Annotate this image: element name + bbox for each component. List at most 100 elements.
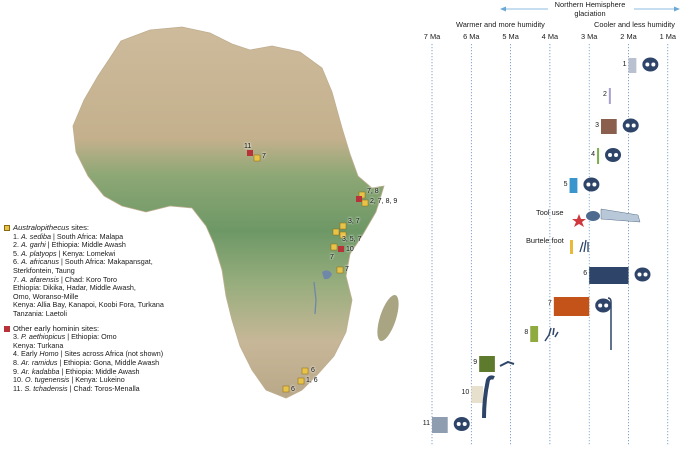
skull-icon — [622, 118, 639, 133]
glaciation-label: Northern Hemisphere glaciation — [554, 0, 626, 18]
tick-label: 3 Ma — [580, 32, 598, 41]
map-label-kenya-10: 10 — [346, 246, 354, 253]
other-item: Kenya: Turkana — [13, 340, 64, 350]
aus-item: Ethiopia: Dikika, Hadar, Middle Awash, — [13, 283, 136, 293]
tick-label: 7 Ma — [423, 32, 441, 41]
aus-item: Omo, Woranso-Mille — [13, 291, 79, 301]
skull-eye-icon — [614, 153, 619, 157]
map-label-sa-16: 1, 6 — [306, 377, 318, 384]
lake-victoria — [322, 270, 332, 280]
other-item: 9. Ar. kadabba | Ethiopia: Middle Awash — [13, 366, 140, 376]
site-markers — [247, 150, 369, 393]
bar-label-8: 8 — [524, 329, 528, 336]
skull-eye-icon — [608, 153, 613, 157]
bar-10 — [471, 386, 484, 403]
bar-2 — [608, 88, 611, 104]
right-arrowhead — [674, 6, 680, 12]
bar-label-3: 3 — [595, 122, 599, 129]
skull-icon — [583, 177, 600, 192]
bar-9 — [479, 356, 495, 372]
other-item: 3. P. aethiopicus | Ethiopia: Omo — [13, 332, 117, 342]
map-label-sa-6: 6 — [311, 367, 315, 374]
bar-label-7: 7 — [548, 300, 552, 307]
legend: Australopithecus sites: 1. A. sediba | S… — [4, 223, 236, 393]
other-item: 4. Early Homo | Sites across Africa (not… — [13, 349, 164, 359]
site-marker-kenya-c — [339, 231, 347, 239]
warmer-label: Warmer and more humidity — [456, 20, 545, 29]
other-item: 8. Ar. ramidus | Ethiopia: Gona, Middle … — [13, 357, 160, 367]
skull-eye-icon — [592, 182, 597, 187]
red-swatch — [4, 325, 10, 332]
skull-icon — [634, 267, 651, 282]
bar-3 — [600, 119, 617, 134]
site-marker-sa-6 — [301, 367, 309, 375]
map-label-kenya-b: 3, 5, 7 — [342, 236, 362, 243]
other-item: 11. S. tchadensis | Chad: Toros-Menalla — [13, 383, 140, 393]
skull-icon — [605, 148, 622, 162]
tick-label: 5 Ma — [502, 32, 519, 41]
bar-label-5: 5 — [564, 181, 568, 188]
site-marker-kenya-10 — [338, 246, 344, 252]
aus-item: Tanzania: Laetoli — [13, 308, 67, 318]
site-marker-ethiopia-c — [361, 199, 369, 207]
skull-eye-icon — [456, 422, 461, 426]
site-marker-kenya-7 — [330, 243, 338, 251]
climate-arrows — [500, 6, 680, 12]
skull-icon — [595, 298, 612, 313]
bar-label-4: 4 — [591, 151, 595, 158]
other-item: 10. O. tugenensis | Kenya: Lukeino — [13, 375, 125, 385]
tick-label: 2 Ma — [620, 32, 637, 41]
tick-label: 6 Ma — [463, 32, 480, 41]
mandible-icon — [499, 360, 515, 367]
skull-eye-icon — [586, 182, 591, 187]
map-label-ethiopia-a: 7, 8 — [367, 188, 379, 195]
skull-eye-icon — [637, 272, 642, 277]
site-marker-chad-7 — [253, 154, 261, 162]
burtele-foot-label: Burtele foot — [526, 236, 564, 245]
australopithecus-list: 1. A. sediba | South Africa: Malapa 2. A.… — [4, 232, 236, 319]
site-marker-kenya-b — [332, 228, 340, 236]
yellow-swatch — [4, 225, 10, 231]
skull-eye-icon — [625, 123, 630, 128]
aus-item: 2. A. garhi | Ethiopia: Middle Awash — [13, 240, 126, 250]
skeleton-icon — [607, 297, 612, 350]
other-hominin-list: 3. P. aethiopicus | Ethiopia: Omo Kenya: … — [4, 332, 236, 393]
aus-item: Sterkfontein, Taung — [13, 265, 75, 275]
site-marker-ethiopia-b — [356, 196, 362, 202]
legend-heading-other: Other early hominin sites: — [4, 324, 236, 334]
site-marker-tanzania-7 — [336, 266, 344, 274]
skull-eye-icon — [604, 303, 609, 308]
legend-heading-australopithecus: Australopithecus sites: — [4, 223, 236, 233]
bar-label-1: 1 — [623, 61, 627, 68]
burtele-bar — [570, 240, 573, 254]
madagascar — [377, 295, 399, 341]
bar-label-2: 2 — [603, 91, 607, 98]
map-label-tanzania-7: 7 — [345, 266, 349, 273]
bar-label-10: 10 — [462, 389, 470, 396]
skull-eye-icon — [645, 62, 650, 67]
skull-eye-icon — [651, 62, 656, 67]
skull-icon — [642, 57, 659, 72]
bar-label-9: 9 — [473, 359, 477, 366]
bar-11 — [432, 417, 448, 433]
bar-4 — [597, 148, 600, 164]
left-arrowhead — [500, 6, 506, 12]
aus-item: 5. A. platyops | Kenya: Lomekwi — [13, 248, 116, 258]
bar-label-6: 6 — [583, 270, 587, 277]
bar-6 — [589, 267, 629, 284]
map-label-sa-6b: 6 — [291, 386, 295, 393]
tick-label: 1 Ma — [659, 32, 677, 41]
bar-1 — [628, 58, 637, 73]
site-marker-sa-6b — [282, 385, 290, 393]
map-label-chad-7: 7 — [262, 153, 266, 160]
tick-label: 4 Ma — [541, 32, 559, 41]
rift-lakes — [313, 281, 317, 315]
africa-map — [72, 26, 399, 399]
bar-5 — [569, 178, 578, 193]
skull-eye-icon — [643, 272, 648, 277]
aus-item: 6. A. africanus | South Africa: Makapans… — [13, 257, 153, 267]
hand-bones-icon — [544, 327, 559, 342]
skull-eye-icon — [631, 123, 636, 128]
skull-eye-icon — [598, 303, 603, 308]
